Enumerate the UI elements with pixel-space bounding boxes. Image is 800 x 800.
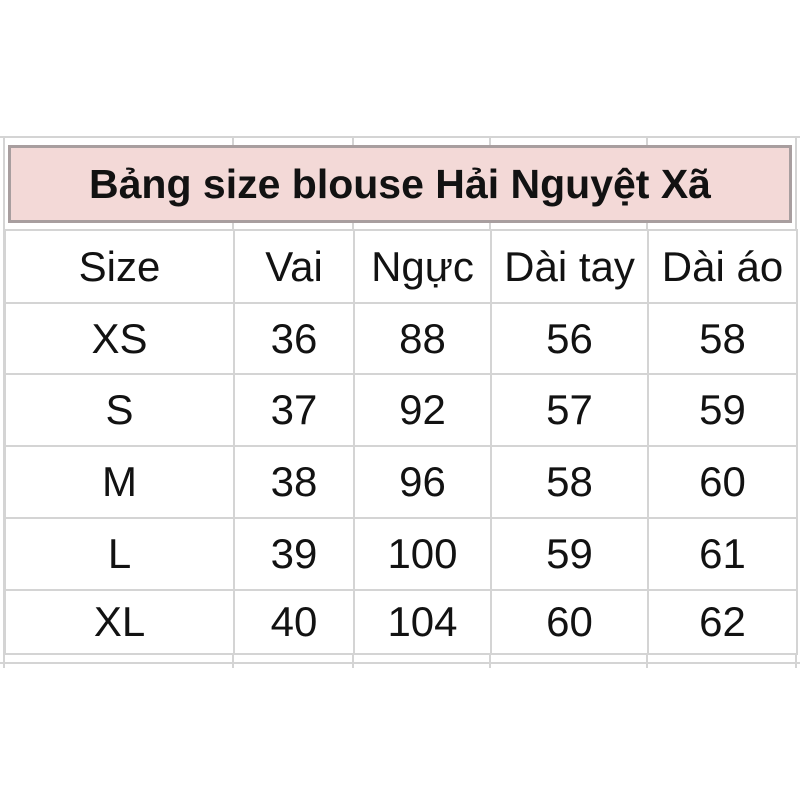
measurement-cell: 104 [353, 589, 492, 655]
measurement-cell: 39 [233, 517, 355, 591]
measurement-cell: 100 [353, 517, 492, 591]
column-header-dai-tay: Dài tay [490, 229, 649, 304]
header-row: Size Vai Ngực Dài tay Dài áo [4, 229, 798, 304]
table-row: M 38 96 58 60 [4, 445, 798, 519]
measurement-cell: 96 [353, 445, 492, 519]
table-title: Bảng size blouse Hải Nguyệt Xã [89, 160, 711, 207]
measurement-cell: 37 [233, 373, 355, 447]
gridline-horizontal-top [0, 136, 800, 138]
size-cell: L [4, 517, 235, 591]
measurement-cell: 62 [647, 589, 798, 655]
table-row: L 39 100 59 61 [4, 517, 798, 591]
measurement-cell: 88 [353, 302, 492, 375]
measurement-cell: 61 [647, 517, 798, 591]
measurement-cell: 57 [490, 373, 649, 447]
size-cell: M [4, 445, 235, 519]
measurement-cell: 59 [490, 517, 649, 591]
size-cell: XS [4, 302, 235, 375]
measurement-cell: 40 [233, 589, 355, 655]
measurement-cell: 59 [647, 373, 798, 447]
gridline-vertical [3, 136, 5, 668]
measurement-cell: 60 [647, 445, 798, 519]
size-chart-table: Size Vai Ngực Dài tay Dài áo XS 36 88 56 58 S… [4, 229, 798, 655]
measurement-cell: 60 [490, 589, 649, 655]
column-header-vai: Vai [233, 229, 355, 304]
measurement-cell: 58 [647, 302, 798, 375]
table-title-banner: Bảng size blouse Hải Nguyệt Xã [8, 145, 792, 223]
size-cell: XL [4, 589, 235, 655]
column-header-nguc: Ngực [353, 229, 492, 304]
table-row: XS 36 88 56 58 [4, 302, 798, 375]
measurement-cell: 38 [233, 445, 355, 519]
table-body: XS 36 88 56 58 S 37 92 57 59 M 38 96 58 60 L 39 100 59 61 XL… [4, 302, 798, 655]
size-cell: S [4, 373, 235, 447]
table-row: S 37 92 57 59 [4, 373, 798, 447]
table-row: XL 40 104 60 62 [4, 589, 798, 655]
measurement-cell: 92 [353, 373, 492, 447]
column-header-dai-ao: Dài áo [647, 229, 798, 304]
measurement-cell: 36 [233, 302, 355, 375]
gridline-horizontal-bottom [0, 662, 800, 664]
measurement-cell: 58 [490, 445, 649, 519]
measurement-cell: 56 [490, 302, 649, 375]
column-header-size: Size [4, 229, 235, 304]
